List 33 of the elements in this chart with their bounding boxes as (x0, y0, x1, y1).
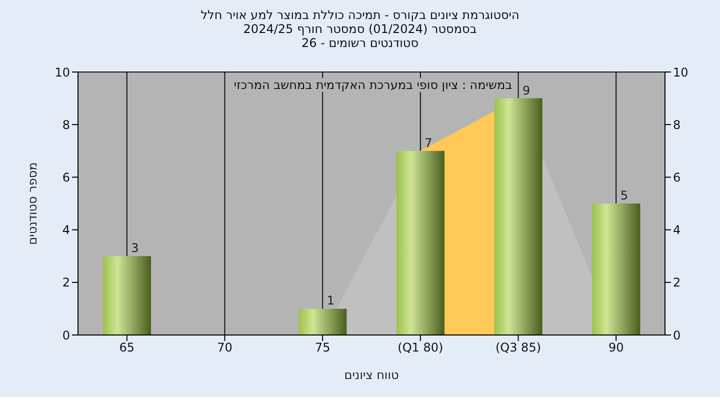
x-tick-label: 75 (314, 340, 330, 355)
data-label: 3 (131, 241, 139, 256)
bar (494, 98, 542, 335)
x-tick-label: 65 (119, 340, 135, 355)
annotation: במשימה : ציון סופי במערכת האקדמית במחשב המרכזי (230, 78, 516, 92)
chart-title: היסטוגרמת ציונים בקורס - תמיכה כוללת במוצר למע אויר חלל (200, 8, 520, 22)
data-label: 7 (424, 136, 432, 150)
y-tick-label: 8 (62, 118, 70, 132)
data-label: 1 (326, 294, 334, 308)
data-label: 9 (522, 83, 530, 98)
bar (298, 308, 347, 335)
bar (103, 256, 151, 335)
y2-tick-label: 8 (673, 118, 681, 132)
x-axis-title: טווח ציונים (344, 368, 399, 382)
y-tick-label: 10 (54, 65, 70, 80)
x-tick-label: 90 (608, 340, 624, 355)
x-tick-label: 70 (217, 340, 232, 355)
bar (396, 150, 444, 335)
y2-tick-label: 2 (673, 276, 681, 290)
x-tick-label: (Q3 85) (495, 340, 542, 355)
y-tick-label: 2 (62, 276, 70, 290)
y-tick-label: 6 (62, 170, 70, 184)
y2-tick-label: 6 (673, 170, 681, 184)
x-tick-label: (Q1 80) (398, 340, 444, 355)
y-tick-label: 4 (62, 223, 70, 238)
y-axis-title: מספר סטודנטים (25, 162, 40, 245)
y-tick-label: 0 (62, 328, 70, 342)
bar (592, 204, 640, 335)
y2-tick-label: 10 (673, 65, 688, 80)
y2-tick-label: 0 (673, 328, 681, 342)
chart-subtitle: בסמסטר (01/2024) סמסטר חורף 2024/25 סטודנטים רשומים - 26 (242, 22, 478, 50)
data-label: 5 (620, 188, 628, 202)
y2-tick-label: 4 (673, 223, 681, 238)
